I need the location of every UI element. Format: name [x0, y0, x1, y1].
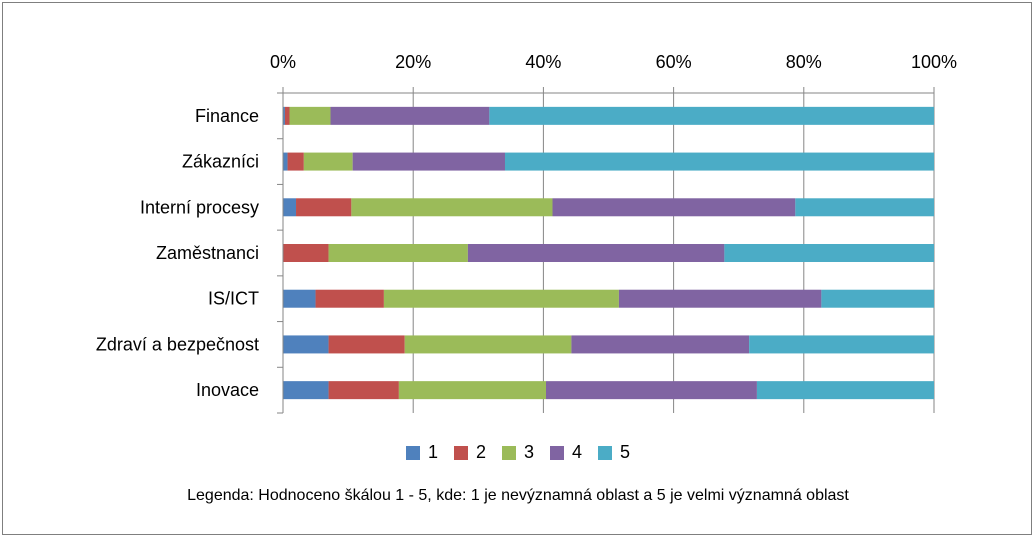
legend-item-1: 1 — [405, 442, 438, 463]
bar-segment-5 — [749, 335, 934, 354]
bar-segment-5 — [724, 244, 934, 262]
bar-segment-4 — [571, 335, 750, 354]
legend-swatch — [405, 445, 420, 460]
legend-swatch — [598, 445, 613, 460]
bar-segment-4 — [467, 244, 725, 262]
bar-segment-4 — [330, 106, 490, 125]
bar-segment-2 — [296, 198, 352, 217]
bar-segment-5 — [756, 381, 934, 400]
bar-segment-3 — [398, 381, 547, 400]
bar-segment-1 — [283, 198, 297, 217]
bar-segment-3 — [303, 152, 353, 171]
legend-label: 2 — [475, 442, 486, 462]
x-tick-label: 40% — [525, 52, 561, 72]
bar-segment-1 — [283, 289, 316, 308]
bar-segment-3 — [404, 335, 572, 354]
x-tick-label: 0% — [270, 52, 296, 72]
legend-swatch — [550, 445, 564, 460]
category-label: Zákazníci — [182, 152, 259, 172]
category-label: Interní procesy — [140, 197, 259, 217]
x-tick-label: 80% — [786, 52, 822, 72]
bar-segment-1 — [283, 106, 285, 125]
category-label: IS/ICT — [208, 289, 259, 309]
bar-segment-5 — [504, 152, 934, 171]
bar-segment-3 — [383, 289, 619, 308]
legend-item-2: 2 — [453, 442, 486, 463]
legend-item-3: 3 — [501, 442, 534, 463]
bar-segment-4 — [618, 289, 822, 308]
legend-label: 5 — [620, 442, 631, 462]
legend-label: 1 — [427, 442, 438, 462]
legend-swatch — [453, 445, 468, 460]
chart-note: Legenda: Hodnoceno škálou 1 - 5, kde: 1 … — [187, 487, 849, 504]
bar-segment-4 — [352, 152, 505, 171]
legend-label: 3 — [523, 442, 534, 462]
bar-segment-1 — [283, 381, 329, 400]
bar-segment-2 — [284, 106, 290, 125]
bar-segment-4 — [546, 381, 757, 400]
bar-segment-3 — [351, 198, 553, 217]
bar-segment-1 — [283, 152, 288, 171]
legend-label: 4 — [572, 442, 583, 462]
legend-item-5: 5 — [598, 442, 630, 463]
legend-swatch — [501, 445, 516, 460]
x-tick-label: 60% — [656, 52, 692, 72]
bar-segment-3 — [289, 106, 331, 125]
x-tick-label: 20% — [395, 52, 431, 72]
bar-segment-5 — [795, 198, 934, 217]
bar-segment-2 — [315, 289, 384, 308]
bar-segment-2 — [328, 381, 399, 400]
bar-segment-4 — [552, 198, 796, 217]
category-label: Finance — [195, 106, 259, 126]
category-label: Zaměstnanci — [156, 243, 259, 263]
category-label: Inovace — [196, 380, 259, 400]
category-label: Zdraví a bezpečnost — [96, 334, 259, 354]
stacked-bar-chart: 0% 20% 40% 60% 80% 100% Finance Zákazníci Intern… — [96, 52, 957, 414]
legend: 1 2 3 4 5 — [0, 442, 1036, 463]
legend-item-4: 4 — [550, 442, 582, 463]
x-tick-label: 100% — [911, 52, 957, 72]
bar-segment-1 — [283, 335, 329, 354]
bar-segment-5 — [489, 106, 934, 125]
bar-segment-2 — [283, 244, 329, 262]
bar-segment-5 — [821, 289, 934, 308]
bar-segment-2 — [287, 152, 304, 171]
bar-segment-3 — [328, 244, 468, 262]
bar-segment-2 — [328, 335, 405, 354]
